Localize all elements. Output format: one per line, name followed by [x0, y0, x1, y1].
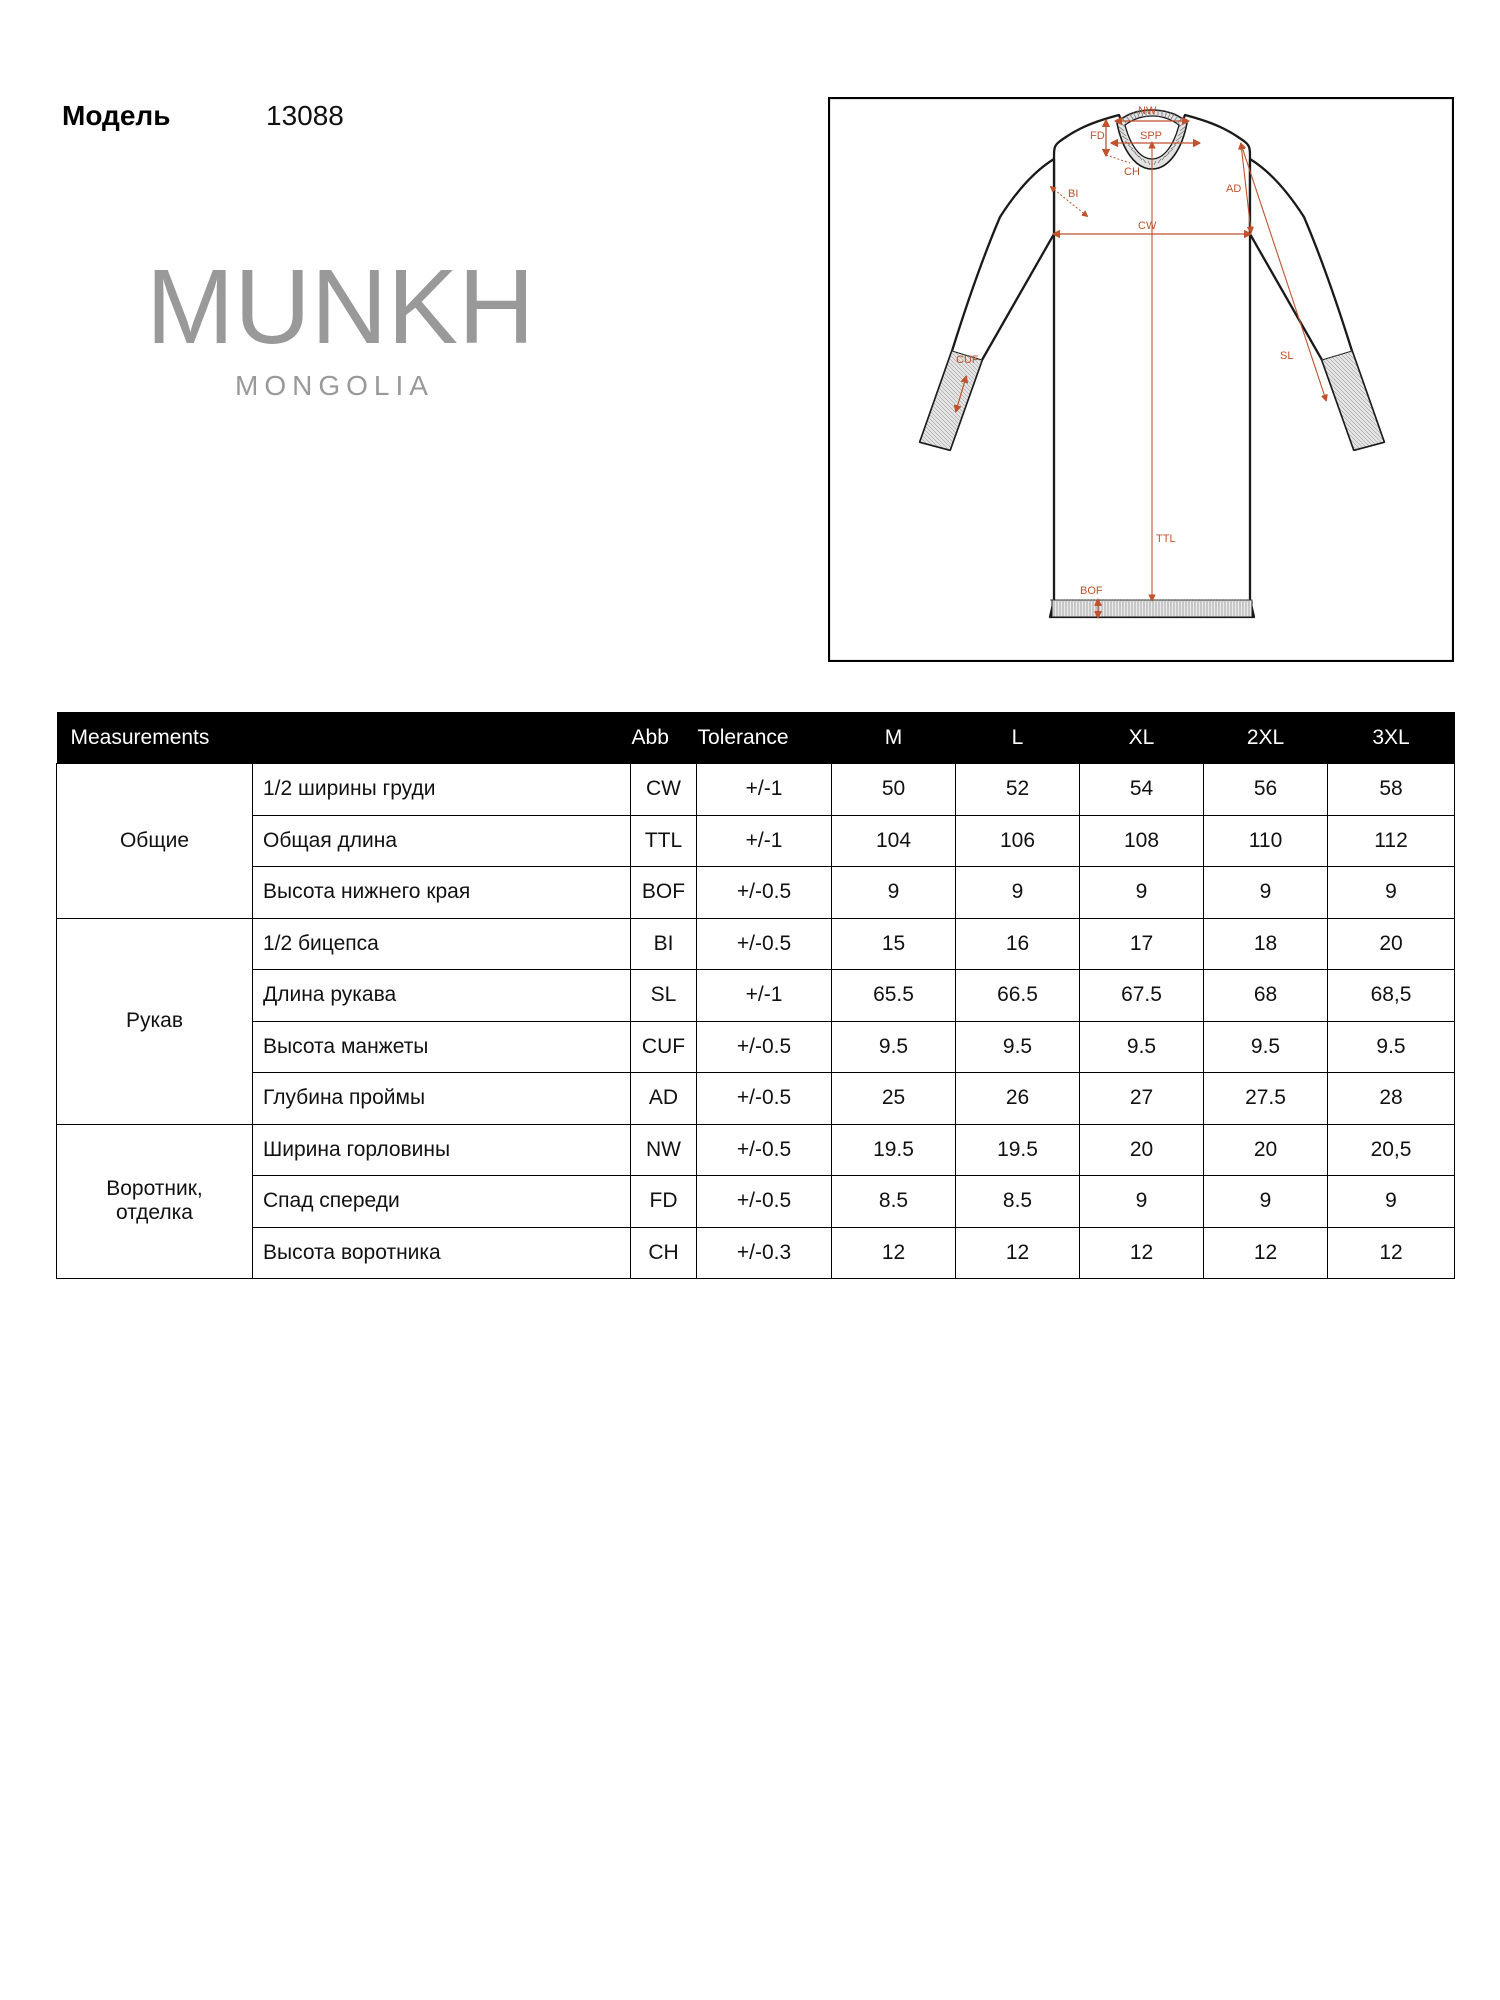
- svg-text:SL: SL: [1280, 350, 1293, 362]
- svg-text:CH: CH: [1124, 166, 1140, 178]
- svg-text:FD: FD: [1090, 130, 1105, 142]
- svg-text:CUF: CUF: [956, 354, 979, 366]
- svg-text:BI: BI: [1068, 188, 1078, 200]
- svg-text:BOF: BOF: [1080, 585, 1103, 597]
- svg-text:SPP: SPP: [1140, 130, 1162, 142]
- svg-text:AD: AD: [1226, 183, 1241, 195]
- svg-text:CW: CW: [1138, 220, 1157, 232]
- svg-text:NW: NW: [1138, 105, 1157, 117]
- svg-text:TTL: TTL: [1156, 533, 1176, 545]
